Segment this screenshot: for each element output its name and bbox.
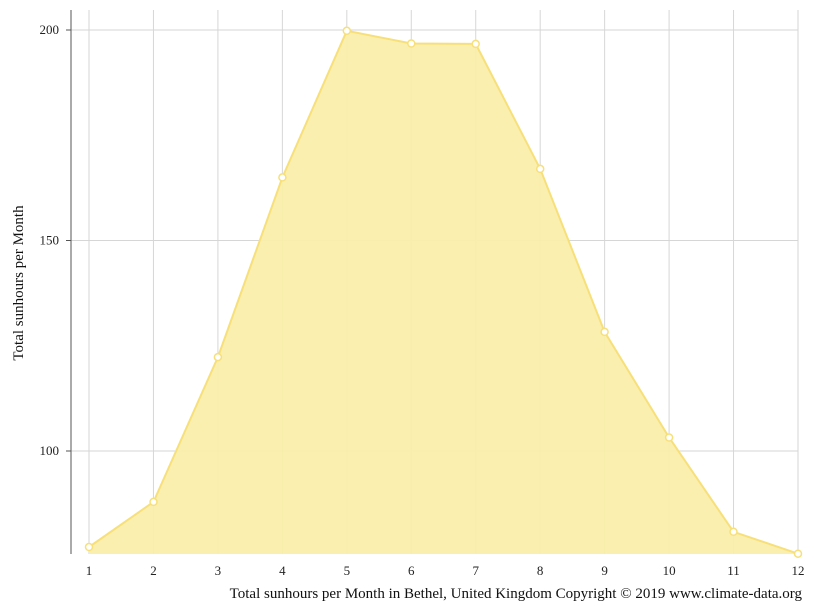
data-point-9[interactable] — [600, 327, 609, 337]
chart-caption: Total sunhours per Month in Bethel, Unit… — [230, 586, 803, 602]
x-tick-label-1: 1 — [86, 563, 93, 578]
x-tick-label-7: 7 — [472, 563, 479, 578]
x-tick-label-3: 3 — [215, 563, 222, 578]
data-point-4[interactable] — [278, 173, 287, 182]
data-point-2[interactable] — [149, 497, 158, 507]
series-line — [88, 29, 799, 555]
x-tick-label-12: 12 — [792, 563, 805, 578]
axis-layer — [66, 10, 72, 554]
x-tick-label-9: 9 — [601, 563, 608, 578]
data-point-5[interactable] — [342, 26, 352, 36]
data-point-7[interactable] — [471, 39, 480, 49]
x-tick-label-2: 2 — [150, 563, 157, 578]
data-point-3[interactable] — [213, 352, 223, 362]
data-point-8[interactable] — [535, 164, 545, 174]
x-tick-label-11: 11 — [727, 563, 740, 578]
x-tick-label-5: 5 — [344, 563, 351, 578]
series-area — [89, 30, 798, 555]
area-layer — [88, 29, 799, 555]
x-tick-label-4: 4 — [279, 563, 286, 578]
y-tick-label-200: 200 — [40, 22, 60, 37]
x-tick-label-8: 8 — [537, 563, 544, 578]
x-tick-label-6: 6 — [408, 563, 415, 578]
data-point-6[interactable] — [407, 39, 416, 48]
y-axis-title: Total sunhours per Month — [11, 205, 27, 361]
data-point-10[interactable] — [664, 433, 674, 442]
data-point-11[interactable] — [729, 527, 738, 537]
y-tick-label-150: 150 — [40, 233, 60, 248]
points-layer — [84, 26, 803, 558]
data-point-12[interactable] — [793, 549, 803, 558]
x-tick-label-10: 10 — [663, 563, 676, 578]
data-point-1[interactable] — [84, 542, 94, 552]
y-tick-label-100: 100 — [40, 443, 60, 458]
